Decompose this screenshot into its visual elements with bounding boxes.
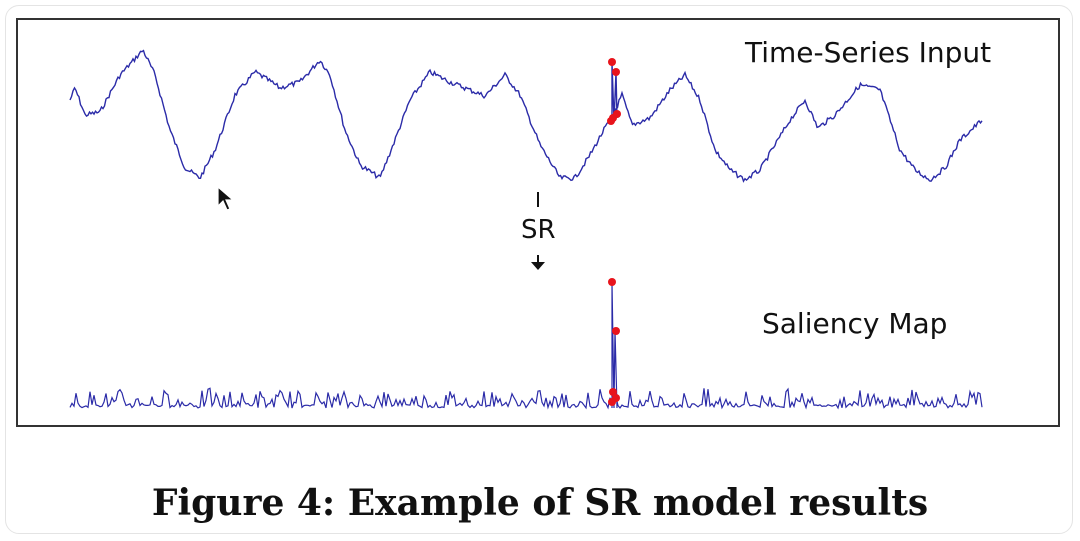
time-series-label: Time-Series Input xyxy=(745,36,992,69)
saliency-map-label: Saliency Map xyxy=(762,307,948,340)
time-series-anomaly-point-3 xyxy=(613,110,621,118)
sr-transform-label: SR xyxy=(521,215,556,245)
time-series-anomaly-point-1 xyxy=(612,68,620,76)
figure-frame xyxy=(16,18,1060,427)
mouse-cursor-icon xyxy=(217,185,235,217)
saliency-line xyxy=(69,281,983,410)
saliency-anomaly-point-4 xyxy=(608,398,616,406)
down-arrow-icon xyxy=(531,192,545,270)
saliency-anomaly-point-1 xyxy=(612,327,620,335)
saliency-anomaly-point-2 xyxy=(609,388,617,396)
time-series-line xyxy=(69,49,983,183)
time-series-anomaly-points xyxy=(607,58,621,125)
figure-caption: Figure 4: Example of SR model results xyxy=(151,482,929,524)
saliency-anomaly-points xyxy=(608,278,620,406)
time-series-anomaly-point-4 xyxy=(607,117,615,125)
saliency-anomaly-point-0 xyxy=(608,278,616,286)
time-series-anomaly-point-0 xyxy=(608,58,616,66)
